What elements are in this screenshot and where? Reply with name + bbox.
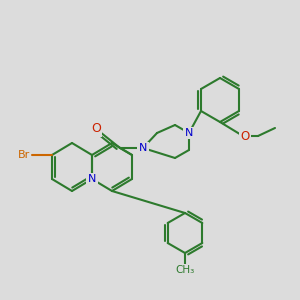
Text: O: O (240, 130, 250, 142)
Text: O: O (91, 122, 101, 136)
Text: Br: Br (18, 150, 30, 160)
Text: N: N (139, 143, 147, 153)
Text: N: N (88, 174, 96, 184)
Text: CH₃: CH₃ (176, 265, 195, 275)
Text: N: N (185, 128, 193, 138)
